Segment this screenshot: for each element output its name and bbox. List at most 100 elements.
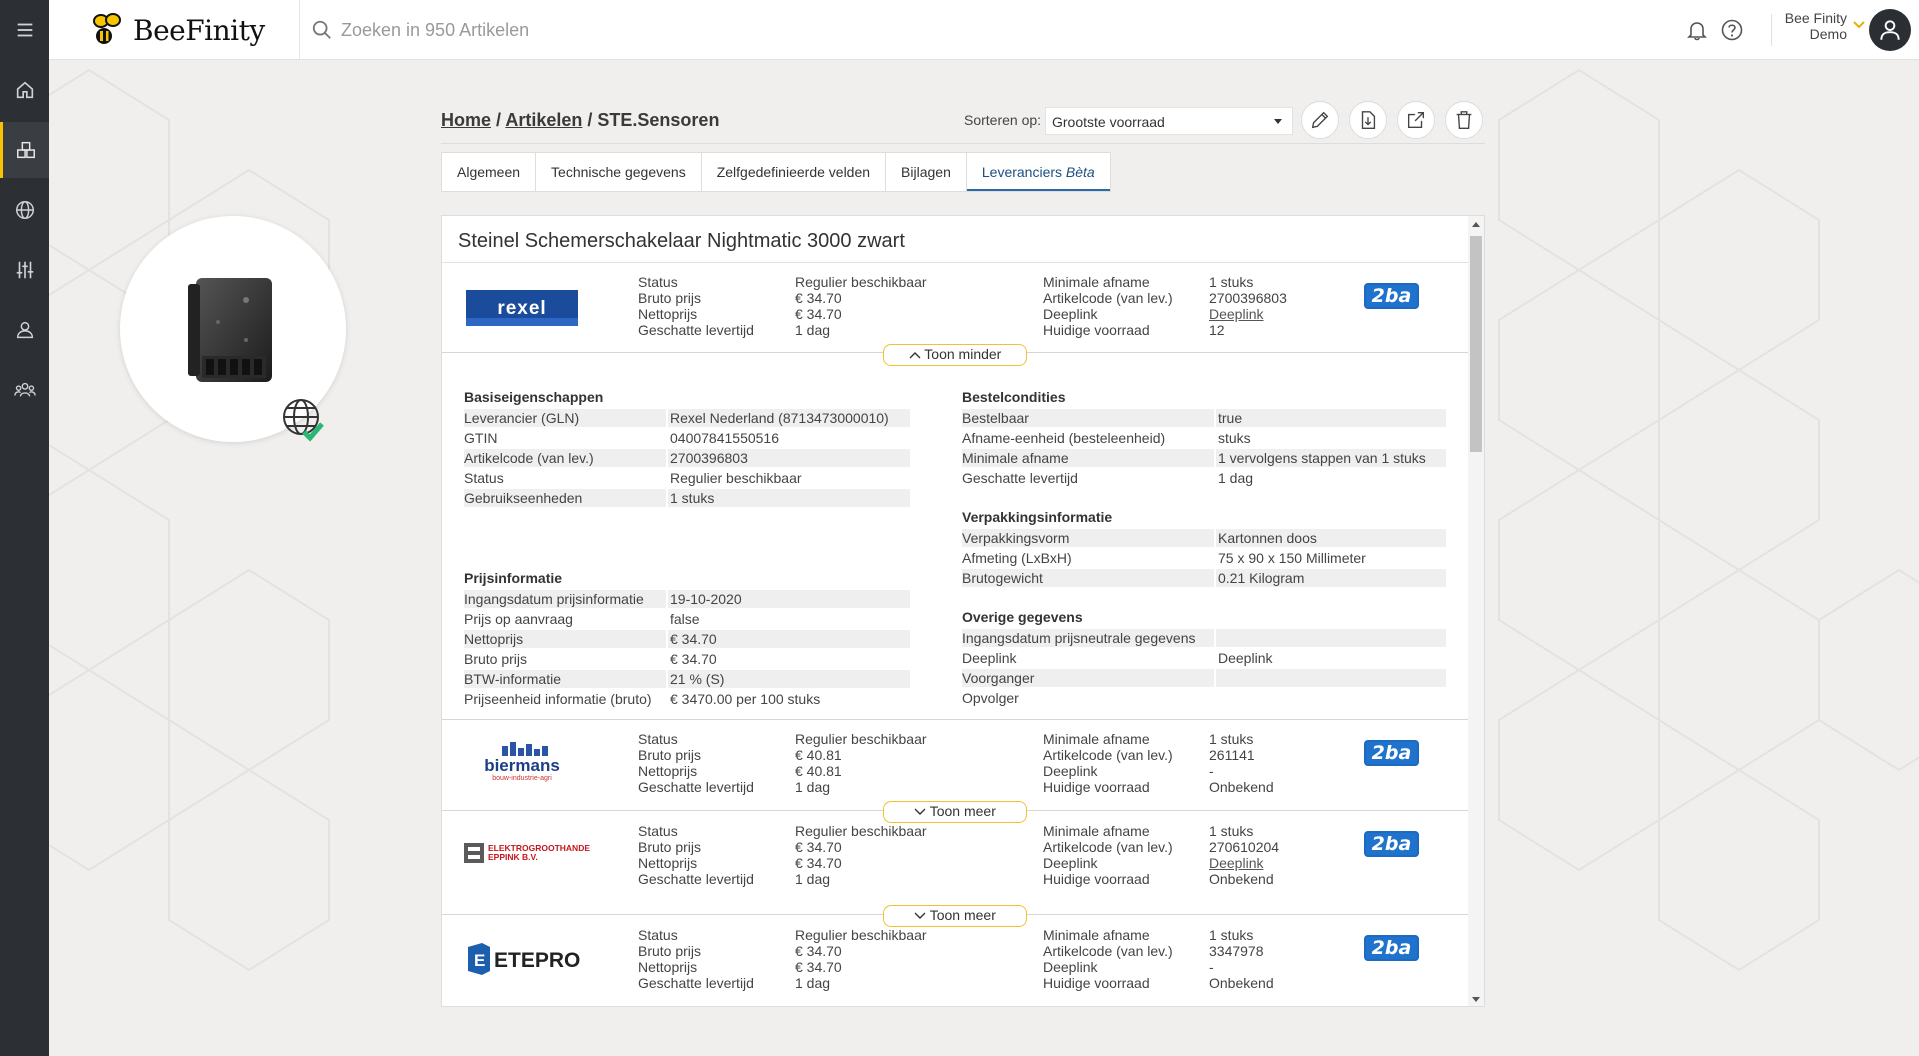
label-deeplink: Deeplink xyxy=(1043,763,1098,779)
detail-row: Afmeting (LxBxH) 75 x 90 x 150 Millimeter xyxy=(962,549,1446,567)
help-icon[interactable] xyxy=(1720,18,1744,42)
label-levertijd: Geschatte levertijd xyxy=(638,871,754,887)
detail-key: Leverancier (GLN) xyxy=(464,410,580,426)
tab-bijlagen[interactable]: Bijlagen xyxy=(886,153,967,191)
search-input[interactable] xyxy=(341,19,741,41)
label-status: Status xyxy=(638,927,678,943)
tab-algemeen[interactable]: Algemeen xyxy=(442,153,537,191)
detail-row: Ingangsdatum prijsinformatie 19-10-2020 xyxy=(464,590,910,608)
filters-icon[interactable] xyxy=(0,242,49,298)
supplier-labels-right: Minimale afname Artikelcode (van lev.) D… xyxy=(1043,823,1173,887)
detail-key: Ingangsdatum prijsinformatie xyxy=(464,591,644,607)
user-name[interactable]: Bee Finity Demo xyxy=(1785,10,1847,42)
toon-minder-button[interactable]: Toon minder xyxy=(883,344,1027,366)
tab-leveranciers[interactable]: Leveranciers Bèta xyxy=(966,153,1110,191)
chevron-up-icon xyxy=(909,352,921,359)
breadcrumb-home[interactable]: Home xyxy=(441,110,492,130)
breadcrumb-articles[interactable]: Artikelen xyxy=(505,110,583,130)
deeplink-link[interactable]: Deeplink xyxy=(1209,306,1264,322)
sort-label: Sorteren op: xyxy=(964,112,1042,128)
detail-value: Kartonnen doos xyxy=(1218,530,1317,546)
menu-icon[interactable] xyxy=(0,2,49,58)
detail-value: false xyxy=(670,611,700,627)
section-title-bestel: Bestelcondities xyxy=(962,389,1066,405)
articles-icon[interactable] xyxy=(0,122,49,178)
2ba-badge[interactable]: 2ba xyxy=(1364,831,1419,857)
label-status: Status xyxy=(638,823,678,839)
chevron-down-icon[interactable] xyxy=(1853,20,1865,30)
value-nettoprijs: € 34.70 xyxy=(795,959,842,975)
value-levertijd: 1 dag xyxy=(795,779,831,795)
toon-meer-button[interactable]: Toon meer xyxy=(883,801,1027,823)
detail-value: 1 vervolgens stappen van 1 stuks xyxy=(1218,450,1426,466)
column-gap xyxy=(1214,469,1216,487)
column-gap xyxy=(666,449,668,467)
detail-row: Minimale afname 1 vervolgens stappen van … xyxy=(962,449,1446,467)
label-min-afname: Minimale afname xyxy=(1043,274,1150,290)
value-artikelcode: 261141 xyxy=(1209,747,1255,763)
scrollbar[interactable] xyxy=(1468,216,1484,1006)
supplier-labels-left: Status Bruto prijs Nettoprijs Geschatte … xyxy=(638,823,754,887)
value-status: Regulier beschikbaar xyxy=(795,274,927,290)
column-gap xyxy=(1214,409,1216,427)
tab-zelfgedefinieerde-velden[interactable]: Zelfgedefinieerde velden xyxy=(702,153,887,191)
supplier-logo-eppink: ELEKTROGROOTHANDEL EPPINK B.V. xyxy=(464,837,595,877)
label-voorraad: Huidige voorraad xyxy=(1043,871,1150,887)
svg-text:E: E xyxy=(474,951,485,970)
product-photo xyxy=(188,278,272,382)
globe-icon[interactable] xyxy=(0,182,49,238)
supplier-logo-subtext: EPPINK B.V. xyxy=(488,852,538,862)
column-gap xyxy=(666,630,668,648)
sort-select[interactable]: Grootste voorraad xyxy=(1045,107,1293,135)
detail-row: Deeplink Deeplink xyxy=(962,649,1446,667)
supplier-labels-left: Status Bruto prijs Nettoprijs Geschatte … xyxy=(638,274,754,338)
detail-key: Minimale afname xyxy=(962,450,1069,466)
background-pattern xyxy=(49,60,1919,1056)
avatar[interactable] xyxy=(1869,9,1911,51)
detail-row: Artikelcode (van lev.) 2700396803 xyxy=(464,449,910,467)
detail-value: stuks xyxy=(1218,430,1251,446)
label-levertijd: Geschatte levertijd xyxy=(638,322,754,338)
value-status: Regulier beschikbaar xyxy=(795,731,927,747)
account-icon xyxy=(1880,20,1900,40)
download-button[interactable] xyxy=(1349,101,1387,139)
chevron-down-icon xyxy=(914,912,926,919)
label-bruto-prijs: Bruto prijs xyxy=(638,943,702,959)
scroll-thumb[interactable] xyxy=(1470,236,1482,452)
edit-button[interactable] xyxy=(1301,101,1339,139)
supplier-values-left: Regulier beschikbaar € 34.70 € 34.70 1 d… xyxy=(795,927,927,991)
product-image xyxy=(120,216,346,442)
2ba-badge[interactable]: 2ba xyxy=(1364,283,1419,309)
app-logo[interactable]: BeeFinity xyxy=(89,6,289,54)
home-icon[interactable] xyxy=(0,62,49,118)
value-min-afname: 1 stuks xyxy=(1209,823,1254,839)
user-icon[interactable] xyxy=(0,302,49,358)
scroll-down-icon[interactable] xyxy=(1472,997,1480,1002)
label-min-afname: Minimale afname xyxy=(1043,927,1150,943)
value-min-afname: 1 stuks xyxy=(1209,927,1254,943)
label-bruto-prijs: Bruto prijs xyxy=(638,290,702,306)
users-icon[interactable] xyxy=(0,362,49,418)
deeplink-link[interactable]: Deeplink xyxy=(1209,855,1264,871)
search-icon[interactable] xyxy=(311,19,333,41)
label-nettoprijs: Nettoprijs xyxy=(638,306,698,322)
column-gap xyxy=(666,469,668,487)
bell-icon[interactable] xyxy=(1685,18,1709,42)
supplier-labels-left: Status Bruto prijs Nettoprijs Geschatte … xyxy=(638,927,754,991)
download-file-icon xyxy=(1361,111,1376,129)
globe-check-icon xyxy=(283,399,324,442)
detail-row: Opvolger xyxy=(962,689,1446,707)
2ba-badge[interactable]: 2ba xyxy=(1364,740,1419,766)
tab-technische-gegevens[interactable]: Technische gegevens xyxy=(536,153,702,191)
open-external-button[interactable] xyxy=(1397,101,1435,139)
detail-key: Bruto prijs xyxy=(464,651,528,667)
toon-meer-button[interactable]: Toon meer xyxy=(883,905,1027,927)
value-bruto-prijs: € 34.70 xyxy=(795,290,842,306)
value-voorraad: Onbekend xyxy=(1209,871,1274,887)
scroll-up-icon[interactable] xyxy=(1472,222,1480,227)
2ba-badge[interactable]: 2ba xyxy=(1364,935,1419,961)
sort-value: Grootste voorraad xyxy=(1052,114,1165,130)
label-status: Status xyxy=(638,274,678,290)
delete-button[interactable] xyxy=(1445,101,1483,139)
detail-value: 04007841550516 xyxy=(670,430,780,446)
